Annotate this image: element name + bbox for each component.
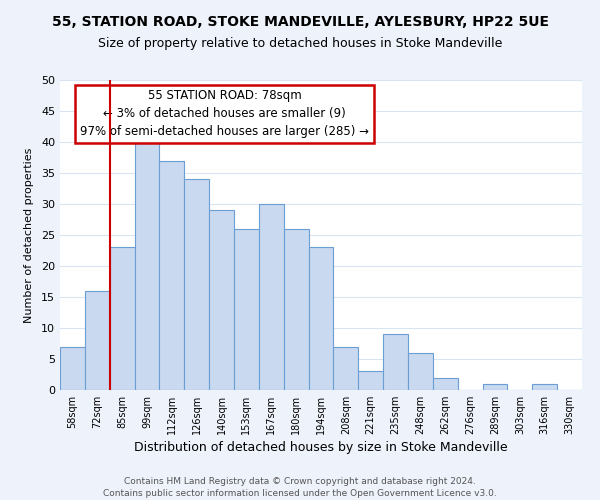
Text: 55 STATION ROAD: 78sqm
← 3% of detached houses are smaller (9)
97% of semi-detac: 55 STATION ROAD: 78sqm ← 3% of detached … <box>80 90 369 138</box>
Bar <box>308 248 334 390</box>
Bar <box>408 353 433 390</box>
Bar <box>358 372 383 390</box>
Bar <box>85 291 110 390</box>
Bar <box>110 248 134 390</box>
Bar <box>134 130 160 390</box>
Bar <box>284 229 308 390</box>
Bar <box>234 229 259 390</box>
Text: Contains HM Land Registry data © Crown copyright and database right 2024.
Contai: Contains HM Land Registry data © Crown c… <box>103 476 497 498</box>
Text: Size of property relative to detached houses in Stoke Mandeville: Size of property relative to detached ho… <box>98 38 502 51</box>
Bar <box>160 160 184 390</box>
Bar <box>532 384 557 390</box>
Bar <box>383 334 408 390</box>
Bar <box>60 346 85 390</box>
Bar <box>184 179 209 390</box>
Bar <box>433 378 458 390</box>
Bar <box>209 210 234 390</box>
Bar <box>334 346 358 390</box>
Y-axis label: Number of detached properties: Number of detached properties <box>24 148 34 322</box>
Text: 55, STATION ROAD, STOKE MANDEVILLE, AYLESBURY, HP22 5UE: 55, STATION ROAD, STOKE MANDEVILLE, AYLE… <box>52 15 548 29</box>
Bar <box>259 204 284 390</box>
Bar <box>482 384 508 390</box>
X-axis label: Distribution of detached houses by size in Stoke Mandeville: Distribution of detached houses by size … <box>134 441 508 454</box>
